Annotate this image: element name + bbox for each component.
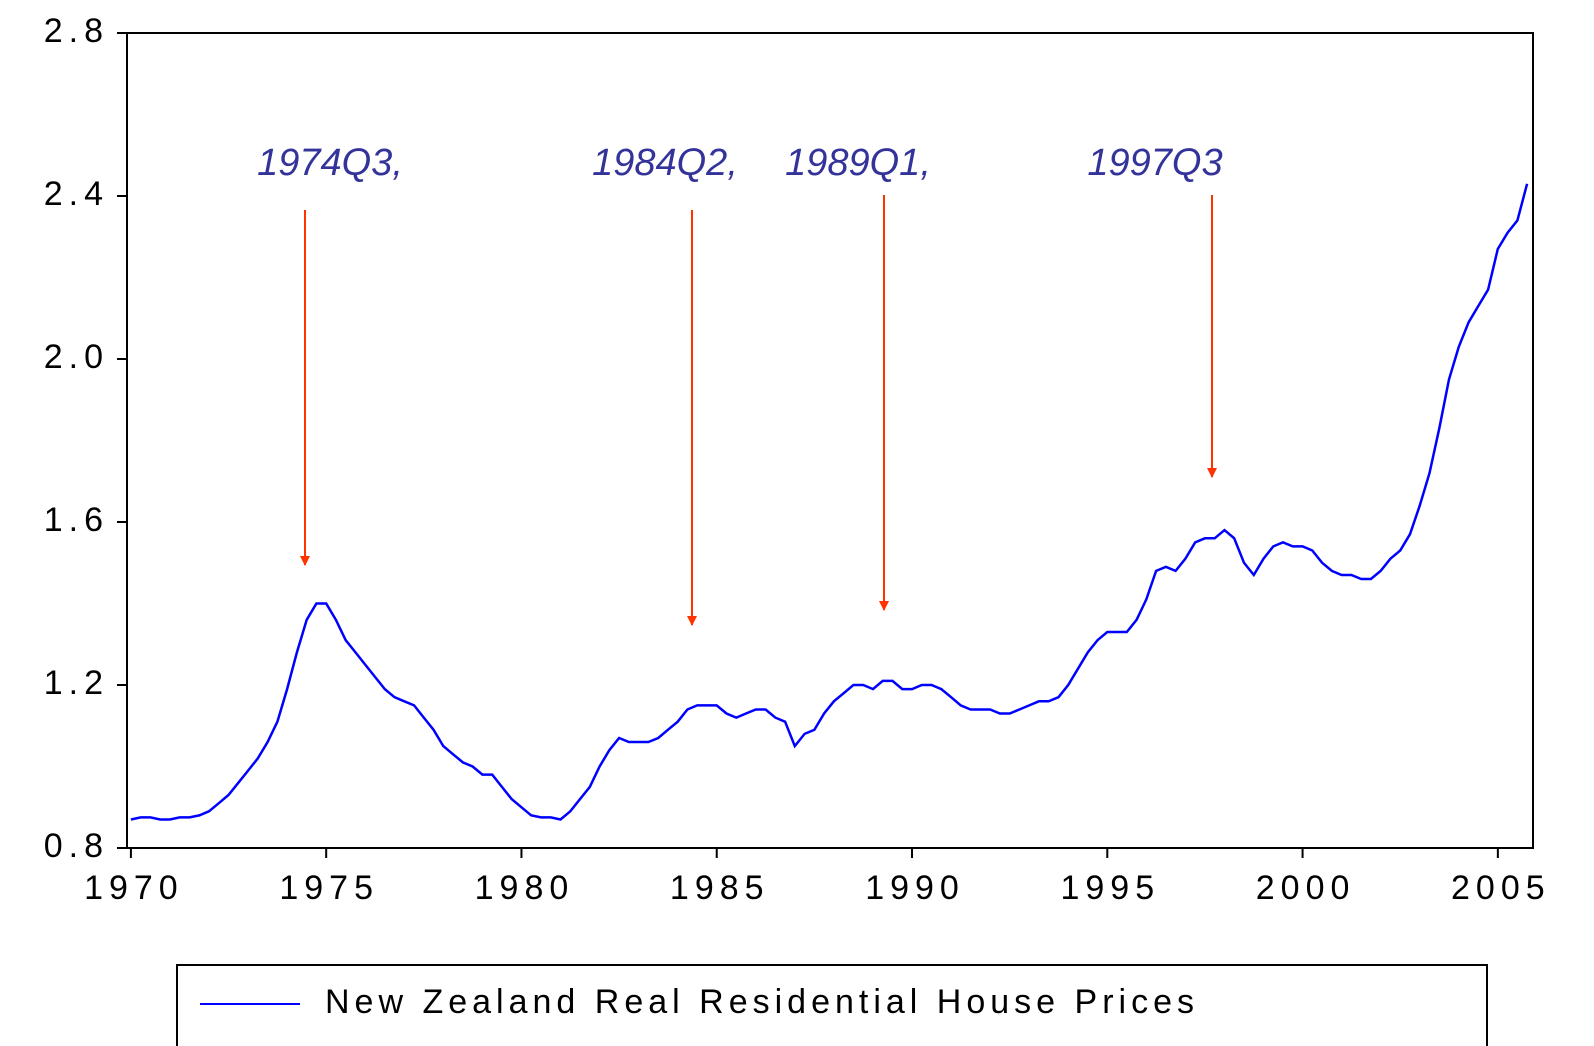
y-tick-label: 2.4	[44, 175, 109, 213]
x-tick-label: 1990	[865, 869, 965, 907]
x-tick-label: 1975	[279, 869, 379, 907]
annotation: 1984Q2,	[592, 142, 738, 184]
y-tick-label: 0.8	[44, 827, 109, 865]
y-tick-label: 1.2	[44, 664, 109, 702]
legend-box	[176, 964, 1488, 1046]
annotation: 1974Q3,	[257, 142, 403, 184]
x-tick-label: 1995	[1060, 869, 1160, 907]
x-tick-label: 1985	[670, 869, 770, 907]
legend-label: New Zealand Real Residential House Price…	[325, 983, 1199, 1021]
x-tick-label: 1970	[84, 869, 184, 907]
y-tick-label: 1.6	[44, 501, 109, 539]
annotation: 1989Q1,	[785, 142, 931, 184]
y-tick-label: 2.0	[44, 338, 109, 376]
x-tick-label: 1980	[475, 869, 575, 907]
series-line	[130, 183, 1529, 821]
plot-frame	[126, 32, 1534, 849]
annotation: 1997Q3	[1087, 142, 1222, 184]
y-tick-label: 2.8	[44, 12, 109, 50]
x-tick-label: 2000	[1256, 869, 1356, 907]
x-tick-label: 2005	[1451, 869, 1551, 907]
